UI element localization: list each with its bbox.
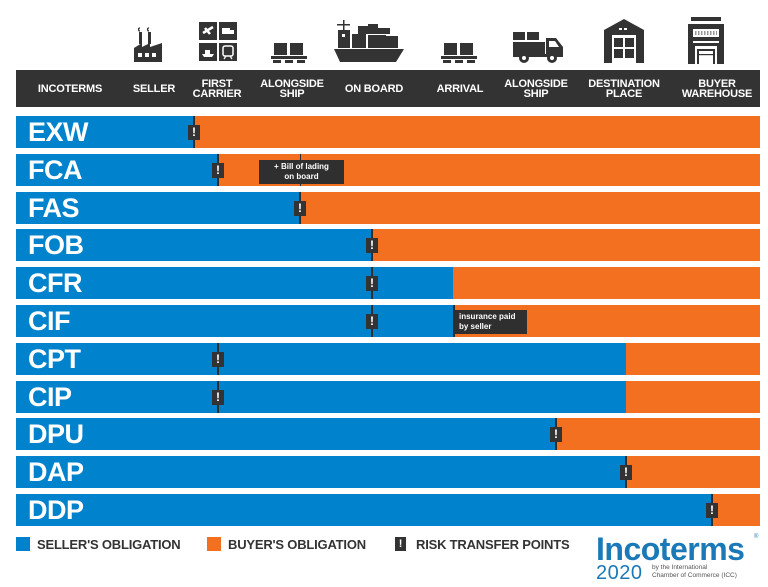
column-header: INCOTERMS SELLER FIRST CARRIER ALONGSIDE… [16, 70, 760, 107]
incoterm-label: CFR [28, 268, 83, 299]
header-seller: SELLER [132, 82, 176, 95]
incoterm-row-ddp: DDP! [16, 494, 760, 526]
header-destination-place: DESTINATION PLACE [588, 77, 660, 100]
incoterm-row-cpt: CPT! [16, 342, 760, 375]
incoterm-label: DDP [28, 495, 84, 525]
incoterm-row-cip: CIP! [16, 380, 760, 413]
seller-obligation-bar [16, 191, 300, 224]
header-incoterms: INCOTERMS [37, 82, 103, 95]
risk-transfer-marker-icon: ! [706, 503, 718, 518]
legend-risk: ! RISK TRANSFER POINTS [395, 534, 570, 554]
risk-transfer-marker-icon: ! [366, 314, 378, 329]
header-first-carrier: FIRST CARRIER [192, 77, 242, 100]
seller-obligation-bar [16, 418, 556, 451]
incoterm-label: FCA [28, 154, 83, 185]
risk-transfer-marker-icon: ! [366, 238, 378, 254]
risk-transfer-marker-icon: ! [212, 162, 224, 178]
incoterm-label: FAS [28, 192, 80, 223]
incoterm-row-fob: FOB! [16, 229, 760, 262]
incoterm-row-fas: FAS! [16, 191, 760, 224]
header-alongside-ship-destination: ALONGSIDE SHIP [504, 77, 568, 100]
risk-transfer-marker-icon: ! [550, 427, 562, 443]
cargo-ship-icon [334, 10, 404, 64]
incoterm-row-exw: EXW! [16, 116, 760, 148]
legend-seller-label: SELLER'S OBLIGATION [37, 536, 181, 552]
seller-obligation-bar [16, 116, 194, 148]
seller-obligation-bar [16, 342, 626, 375]
office-building-icon [686, 10, 726, 64]
header-on-board: ON BOARD [344, 82, 404, 95]
incoterm-label: DAP [28, 457, 84, 488]
logo-subtitle: by the International Chamber of Commerce… [652, 564, 737, 579]
risk-transfer-marker-icon: ! [212, 351, 224, 367]
seller-obligation-bar [16, 456, 626, 489]
delivery-truck-icon [512, 10, 564, 64]
risk-transfer-marker-icon: ! [188, 125, 200, 140]
pallet-boxes-icon [270, 10, 308, 64]
incoterm-label: FOB [28, 230, 84, 261]
warehouse-icon [603, 10, 645, 64]
incoterm-label: DPU [28, 419, 84, 450]
transport-modes-icon [198, 10, 238, 64]
seller-obligation-bar [16, 494, 712, 526]
header-arrival: ARRIVAL [436, 82, 484, 95]
seller-obligation-bar [16, 153, 218, 186]
risk-transfer-marker-icon: ! [366, 276, 378, 292]
seller-obligation-bar [16, 229, 372, 262]
risk-transfer-marker-icon: ! [212, 389, 224, 405]
incoterm-row-cfr: CFR! [16, 267, 760, 300]
header-alongside-ship-origin: ALONGSIDE SHIP [260, 77, 324, 100]
logo-word: Incoterms [596, 531, 745, 567]
seller-obligation-bar [16, 305, 453, 337]
insurance-note: insurance paid by seller [455, 310, 527, 334]
buyer-swatch [207, 537, 221, 551]
risk-transfer-marker-icon: ! [620, 465, 632, 481]
factory-icon [132, 10, 164, 64]
legend-buyer-label: BUYER'S OBLIGATION [228, 536, 366, 552]
seller-swatch [16, 537, 30, 551]
seller-obligation-bar [16, 380, 626, 413]
logo-year: 2020 [596, 562, 643, 584]
incoterm-row-fca: FCA! + Bill of lading on board [16, 153, 760, 186]
header-buyer-warehouse: BUYER WAREHOUSE [681, 77, 753, 100]
stage-icons [0, 0, 768, 66]
risk-marker-icon: ! [395, 537, 406, 551]
insurance-line [453, 305, 455, 337]
incoterm-row-cif: CIF! insurance paid by seller [16, 305, 760, 337]
legend-risk-label: RISK TRANSFER POINTS [416, 536, 570, 552]
incoterm-row-dap: DAP! [16, 456, 760, 489]
pallet-boxes-icon [440, 10, 478, 64]
incoterm-label: CIP [28, 381, 72, 412]
incoterm-label: CPT [28, 343, 81, 374]
incoterm-label: CIF [28, 306, 71, 336]
logo-registered-mark: ® [754, 534, 759, 540]
risk-transfer-marker-icon: ! [294, 200, 306, 216]
bill-of-lading-note: + Bill of lading on board [259, 159, 344, 184]
incoterms-2020-logo: Incoterms ® 2020 by the International Ch… [594, 531, 764, 584]
incoterm-row-dpu: DPU! [16, 418, 760, 451]
legend-seller: SELLER'S OBLIGATION [16, 534, 181, 554]
incoterm-label: EXW [28, 117, 89, 147]
legend-buyer: BUYER'S OBLIGATION [207, 534, 366, 554]
seller-obligation-bar [16, 267, 453, 300]
